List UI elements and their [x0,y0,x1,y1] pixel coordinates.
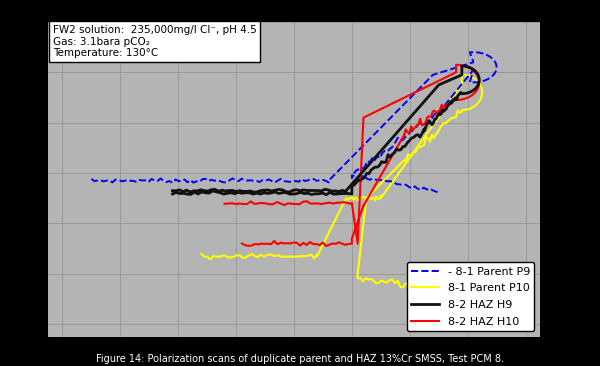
8-2 HAZ H10 [349,205,356,209]
8-1 Parent P10 [290,255,297,259]
8-2 HAZ H10 [443,102,451,106]
- 8-1 Parent P9 [402,183,409,187]
8-1 Parent P10 [359,223,367,227]
- 8-1 Parent P9 [435,190,442,194]
Line: 8-2 HAZ H9: 8-2 HAZ H9 [172,66,479,195]
8-2 HAZ H10 [310,242,317,246]
8-1 Parent P10 [425,129,432,134]
8-2 HAZ H10 [442,103,449,108]
8-1 Parent P10 [198,252,205,256]
8-1 Parent P10 [308,252,315,257]
8-2 HAZ H9 [476,78,483,82]
- 8-1 Parent P9 [199,177,206,181]
8-2 HAZ H9 [458,64,466,68]
8-2 HAZ H10 [473,72,480,76]
8-1 Parent P10 [455,290,463,295]
- 8-1 Parent P9 [469,50,476,55]
8-2 HAZ H10 [452,63,460,67]
8-2 HAZ H10 [359,142,366,147]
- 8-1 Parent P9 [88,177,95,181]
8-2 HAZ H10 [322,244,329,248]
Text: Figure 14: Polarization scans of duplicate parent and HAZ 13%Cr SMSS, Test PCM 8: Figure 14: Polarization scans of duplica… [96,354,504,364]
8-2 HAZ H9 [425,94,433,98]
8-2 HAZ H9 [323,193,330,197]
8-2 HAZ H9 [233,190,240,194]
8-2 HAZ H9 [400,123,407,128]
Line: 8-1 Parent P10: 8-1 Parent P10 [202,75,482,292]
8-1 Parent P10 [429,283,436,287]
Line: 8-2 HAZ H10: 8-2 HAZ H10 [224,65,479,246]
Line: - 8-1 Parent P9: - 8-1 Parent P9 [91,52,497,192]
8-1 Parent P10 [427,126,434,131]
Legend: - 8-1 Parent P9, 8-1 Parent P10, 8-2 HAZ H9, 8-2 HAZ H10: - 8-1 Parent P9, 8-1 Parent P10, 8-2 HAZ… [407,262,535,331]
8-1 Parent P10 [458,290,466,294]
Text: FW2 solution:  235,000mg/l Cl⁻, pH 4.5
Gas: 3.1bara pCO₂
Temperature: 130°C: FW2 solution: 235,000mg/l Cl⁻, pH 4.5 Ga… [53,25,257,58]
8-2 HAZ H9 [286,190,293,194]
8-1 Parent P10 [458,72,466,77]
- 8-1 Parent P9 [397,138,404,143]
- 8-1 Parent P9 [400,102,407,107]
8-2 HAZ H9 [169,192,176,196]
8-2 HAZ H9 [169,188,176,193]
- 8-1 Parent P9 [181,177,188,182]
8-2 HAZ H10 [221,202,228,206]
8-2 HAZ H9 [472,86,479,90]
- 8-1 Parent P9 [403,100,410,104]
8-2 HAZ H10 [238,241,245,246]
